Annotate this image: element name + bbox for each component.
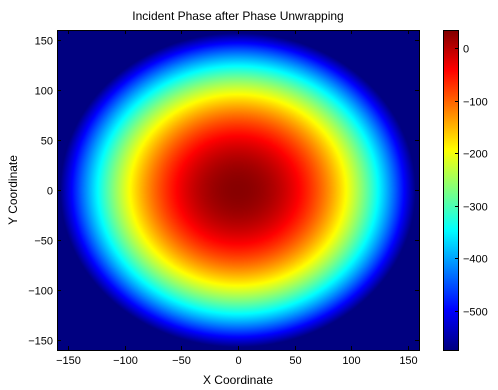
x-tick-label: 100	[342, 355, 360, 367]
y-tick-label: 150	[35, 36, 53, 48]
colorbar-tick-label: −300	[463, 202, 488, 214]
y-tick-label: −50	[34, 236, 53, 248]
y-tick-label: −100	[28, 286, 53, 298]
colorbar-ticks: 0 −100 −200 −300 −400 −500	[455, 44, 488, 319]
x-axis-title: X Coordinate	[203, 373, 273, 387]
y-tick-label: 0	[47, 186, 53, 198]
y-tick-label: −150	[28, 336, 53, 348]
colorbar-tick-label: 0	[463, 44, 469, 56]
colorbar-tick-label: −500	[463, 307, 488, 319]
x-tick-label: 50	[289, 355, 301, 367]
colorbar-tick-label: −100	[463, 97, 488, 109]
colorbar-frame	[443, 30, 459, 351]
x-tick-label: 150	[399, 355, 417, 367]
x-tick-label: −150	[56, 355, 81, 367]
colorbar-tick-label: −400	[463, 254, 488, 266]
colorbar-tick-label: −200	[463, 149, 488, 161]
y-axis: 150 100 50 0 −50 −100 −150	[28, 36, 419, 348]
colorbar-gradient	[443, 30, 458, 350]
x-axis: −150 −100 −50 0 50 100 150	[56, 30, 418, 367]
x-tick-label: −50	[172, 355, 191, 367]
y-axis-title: Y Coordinate	[6, 155, 20, 225]
heatmap-plot-area	[57, 30, 420, 351]
x-tick-label: 0	[235, 355, 241, 367]
chart-title: Incident Phase after Phase Unwrapping	[132, 9, 343, 23]
heatmap-image	[57, 30, 419, 350]
x-tick-label: −100	[113, 355, 138, 367]
colorbar: 0 −100 −200 −300 −400 −500	[443, 30, 488, 351]
y-tick-label: 50	[41, 136, 53, 148]
y-tick-label: 100	[35, 86, 53, 98]
